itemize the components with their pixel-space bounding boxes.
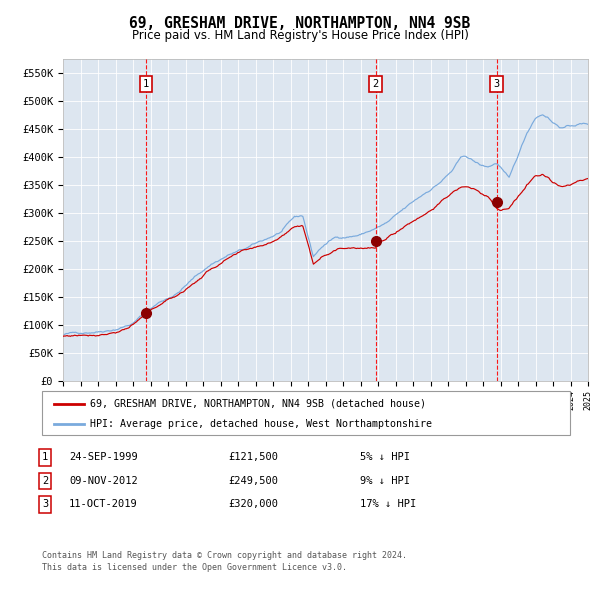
- Text: £320,000: £320,000: [228, 500, 278, 509]
- Text: Contains HM Land Registry data © Crown copyright and database right 2024.
This d: Contains HM Land Registry data © Crown c…: [42, 551, 407, 572]
- Text: 69, GRESHAM DRIVE, NORTHAMPTON, NN4 9SB: 69, GRESHAM DRIVE, NORTHAMPTON, NN4 9SB: [130, 16, 470, 31]
- Text: £121,500: £121,500: [228, 453, 278, 462]
- Text: 1: 1: [42, 453, 48, 462]
- Text: 17% ↓ HPI: 17% ↓ HPI: [360, 500, 416, 509]
- Text: 09-NOV-2012: 09-NOV-2012: [69, 476, 138, 486]
- Text: Price paid vs. HM Land Registry's House Price Index (HPI): Price paid vs. HM Land Registry's House …: [131, 29, 469, 42]
- Text: 2: 2: [373, 79, 379, 89]
- Text: 11-OCT-2019: 11-OCT-2019: [69, 500, 138, 509]
- Text: 2: 2: [42, 476, 48, 486]
- Text: 5% ↓ HPI: 5% ↓ HPI: [360, 453, 410, 462]
- Text: 3: 3: [494, 79, 500, 89]
- Text: 69, GRESHAM DRIVE, NORTHAMPTON, NN4 9SB (detached house): 69, GRESHAM DRIVE, NORTHAMPTON, NN4 9SB …: [90, 399, 426, 408]
- Text: HPI: Average price, detached house, West Northamptonshire: HPI: Average price, detached house, West…: [90, 419, 432, 430]
- Text: £249,500: £249,500: [228, 476, 278, 486]
- Text: 24-SEP-1999: 24-SEP-1999: [69, 453, 138, 462]
- Text: 9% ↓ HPI: 9% ↓ HPI: [360, 476, 410, 486]
- Text: 3: 3: [42, 500, 48, 509]
- Text: 1: 1: [143, 79, 149, 89]
